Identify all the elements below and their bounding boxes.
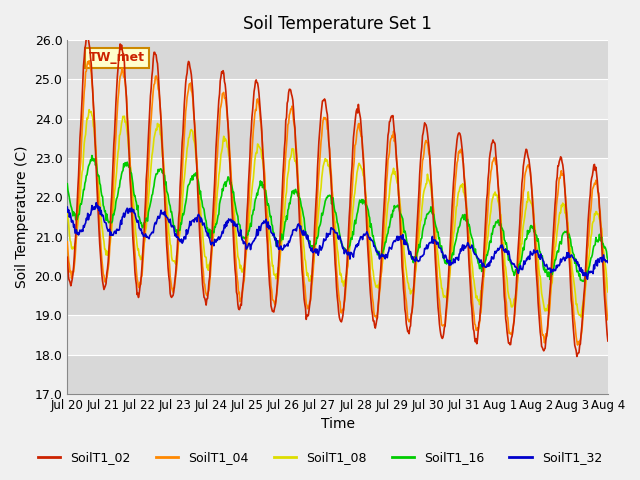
Bar: [67, 355, 608, 394]
Text: TW_met: TW_met: [89, 51, 145, 64]
Title: Soil Temperature Set 1: Soil Temperature Set 1: [243, 15, 432, 33]
Bar: [67, 79, 608, 119]
Bar: [67, 158, 608, 197]
Bar: [67, 315, 608, 355]
Legend: SoilT1_02, SoilT1_04, SoilT1_08, SoilT1_16, SoilT1_32: SoilT1_02, SoilT1_04, SoilT1_08, SoilT1_…: [33, 446, 607, 469]
Bar: [67, 276, 608, 315]
Bar: [67, 40, 608, 79]
Y-axis label: Soil Temperature (C): Soil Temperature (C): [15, 146, 29, 288]
Bar: [67, 197, 608, 237]
Bar: [67, 237, 608, 276]
X-axis label: Time: Time: [321, 418, 355, 432]
Bar: [67, 119, 608, 158]
